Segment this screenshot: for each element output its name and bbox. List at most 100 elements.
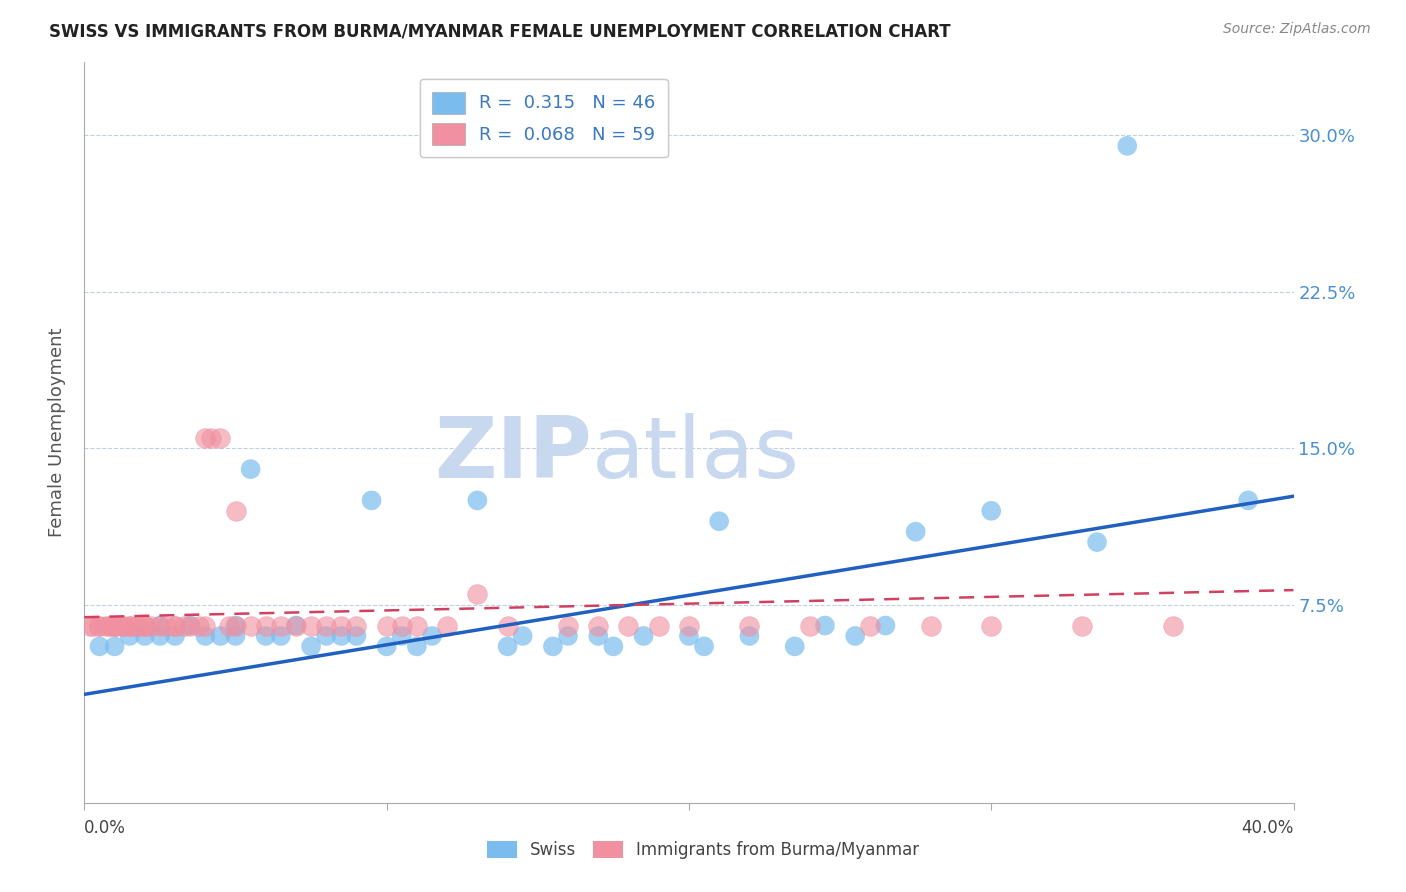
Point xyxy=(602,640,624,654)
Point xyxy=(541,640,564,654)
Point xyxy=(420,629,443,643)
Point xyxy=(165,618,187,632)
Point xyxy=(134,618,156,632)
Point xyxy=(200,431,222,445)
Point xyxy=(980,618,1002,632)
Point xyxy=(110,618,132,632)
Point xyxy=(299,640,322,654)
Point xyxy=(104,618,127,632)
Point xyxy=(1071,618,1094,632)
Point xyxy=(391,618,413,632)
Point xyxy=(859,618,882,632)
Point xyxy=(134,629,156,643)
Point xyxy=(97,618,120,632)
Point xyxy=(82,618,104,632)
Point xyxy=(467,587,489,601)
Text: atlas: atlas xyxy=(592,413,800,496)
Point xyxy=(678,618,700,632)
Point xyxy=(588,618,610,632)
Point xyxy=(209,629,232,643)
Point xyxy=(155,618,177,632)
Point xyxy=(346,618,368,632)
Point xyxy=(134,618,156,632)
Point xyxy=(94,618,117,632)
Point xyxy=(693,640,716,654)
Point xyxy=(496,618,519,632)
Point xyxy=(165,629,187,643)
Point xyxy=(814,618,837,632)
Point xyxy=(104,618,127,632)
Text: 0.0%: 0.0% xyxy=(84,820,127,838)
Point xyxy=(557,629,579,643)
Point xyxy=(738,618,761,632)
Point xyxy=(89,640,111,654)
Point xyxy=(709,514,731,528)
Point xyxy=(188,618,211,632)
Point xyxy=(225,629,247,643)
Point xyxy=(225,618,247,632)
Point xyxy=(270,618,292,632)
Point xyxy=(112,618,135,632)
Point xyxy=(173,618,195,632)
Point xyxy=(375,640,398,654)
Y-axis label: Female Unemployment: Female Unemployment xyxy=(48,328,66,537)
Point xyxy=(330,629,353,643)
Legend: Swiss, Immigrants from Burma/Myanmar: Swiss, Immigrants from Burma/Myanmar xyxy=(479,834,927,866)
Point xyxy=(1237,493,1260,508)
Point xyxy=(79,618,101,632)
Point xyxy=(467,493,489,508)
Point xyxy=(330,618,353,632)
Point xyxy=(375,618,398,632)
Point xyxy=(118,618,141,632)
Point xyxy=(89,618,111,632)
Point xyxy=(1161,618,1184,632)
Point xyxy=(209,431,232,445)
Point xyxy=(254,629,277,643)
Point xyxy=(149,618,172,632)
Point xyxy=(904,524,927,539)
Point xyxy=(436,618,458,632)
Point xyxy=(980,504,1002,518)
Point xyxy=(118,618,141,632)
Point xyxy=(118,629,141,643)
Point xyxy=(270,629,292,643)
Point xyxy=(360,493,382,508)
Point xyxy=(225,504,247,518)
Text: Source: ZipAtlas.com: Source: ZipAtlas.com xyxy=(1223,22,1371,37)
Point xyxy=(128,618,150,632)
Point xyxy=(239,462,262,476)
Point xyxy=(194,618,217,632)
Point xyxy=(738,629,761,643)
Point xyxy=(125,618,148,632)
Point xyxy=(89,618,111,632)
Point xyxy=(406,618,429,632)
Point xyxy=(165,618,187,632)
Point xyxy=(299,618,322,632)
Point xyxy=(218,618,240,632)
Text: 40.0%: 40.0% xyxy=(1241,820,1294,838)
Point xyxy=(149,618,172,632)
Point xyxy=(512,629,534,643)
Point xyxy=(315,629,337,643)
Point xyxy=(194,629,217,643)
Legend: R =  0.315   N = 46, R =  0.068   N = 59: R = 0.315 N = 46, R = 0.068 N = 59 xyxy=(419,78,668,157)
Point xyxy=(783,640,806,654)
Point xyxy=(920,618,942,632)
Point xyxy=(678,629,700,643)
Point xyxy=(225,618,247,632)
Point xyxy=(179,618,201,632)
Point xyxy=(799,618,821,632)
Point xyxy=(149,629,172,643)
Point xyxy=(179,618,201,632)
Point xyxy=(588,629,610,643)
Text: SWISS VS IMMIGRANTS FROM BURMA/MYANMAR FEMALE UNEMPLOYMENT CORRELATION CHART: SWISS VS IMMIGRANTS FROM BURMA/MYANMAR F… xyxy=(49,22,950,40)
Text: ZIP: ZIP xyxy=(434,413,592,496)
Point xyxy=(633,629,655,643)
Point xyxy=(617,618,640,632)
Point xyxy=(391,629,413,643)
Point xyxy=(285,618,308,632)
Point xyxy=(239,618,262,632)
Point xyxy=(315,618,337,632)
Point xyxy=(139,618,162,632)
Point xyxy=(648,618,671,632)
